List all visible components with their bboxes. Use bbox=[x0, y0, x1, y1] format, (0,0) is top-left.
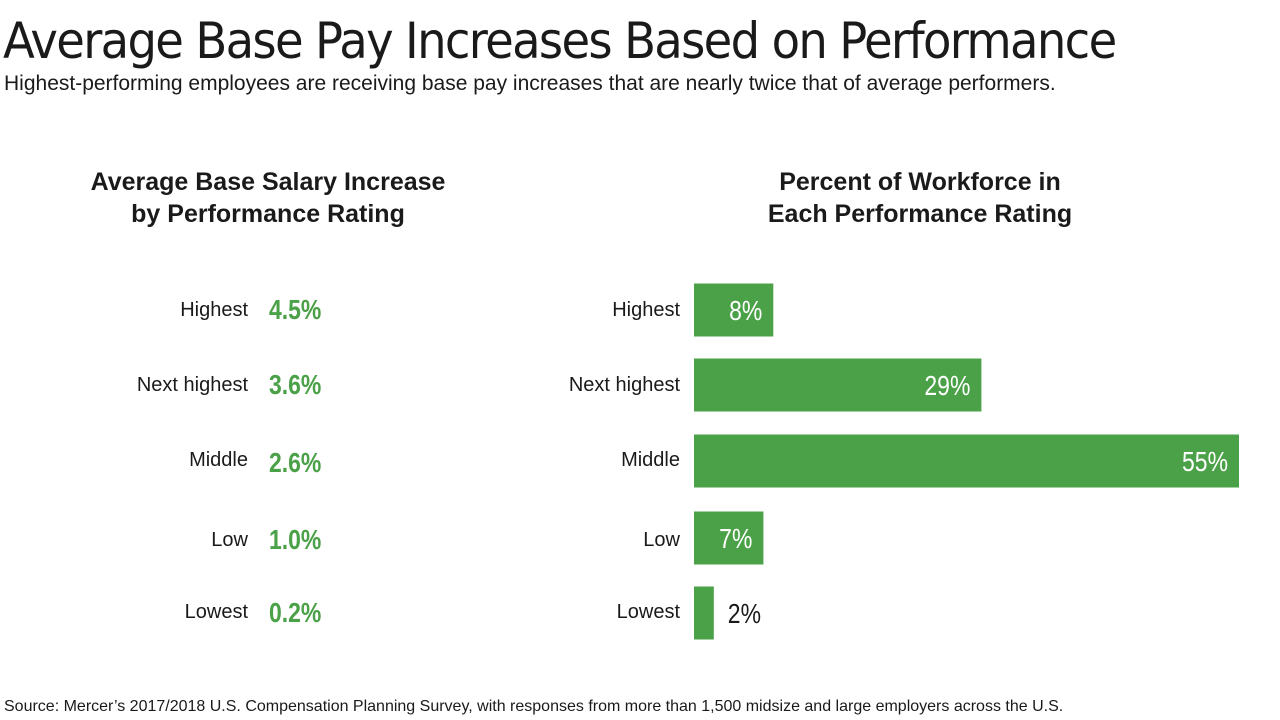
salary-category-label-middle: Middle bbox=[189, 449, 248, 471]
workforce-category-label-low: Low bbox=[643, 529, 680, 551]
salary-increase-value-highest: 4.5% bbox=[269, 294, 322, 325]
salary-increase-value-lowest: 0.2% bbox=[269, 597, 322, 628]
salary-increase-panel-title: Average Base Salary Increase by Performa… bbox=[40, 166, 496, 230]
workforce-bar-middle bbox=[694, 434, 1239, 488]
workforce-panel-title: Percent of Workforce in Each Performance… bbox=[700, 166, 1140, 230]
workforce-bar-next-highest bbox=[694, 358, 982, 412]
workforce-category-label-middle: Middle bbox=[621, 449, 680, 471]
workforce-bar-low bbox=[694, 511, 764, 565]
workforce-bar-label-low: 7% bbox=[719, 524, 752, 555]
salary-increase-value-low: 1.0% bbox=[269, 524, 322, 555]
salary-increase-title-line-1: Average Base Salary Increase bbox=[90, 168, 446, 196]
workforce-bar-label-next-highest: 29% bbox=[924, 371, 970, 402]
salary-increase-value-next-highest: 3.6% bbox=[269, 369, 322, 400]
chart-title: Average Base Pay Increases Based on Perf… bbox=[3, 12, 1117, 70]
salary-category-label-next-highest: Next highest bbox=[136, 374, 248, 396]
chart-subtitle: Highest-performing employees are receivi… bbox=[4, 72, 1056, 95]
salary-category-label-lowest: Lowest bbox=[184, 601, 248, 623]
workforce-bar-label-highest: 8% bbox=[729, 296, 762, 327]
workforce-bar-highest bbox=[694, 283, 774, 337]
salary-category-label-low: Low bbox=[211, 529, 248, 551]
source-note: Source: Mercer’s 2017/2018 U.S. Compensa… bbox=[4, 698, 1064, 715]
workforce-category-label-highest: Highest bbox=[612, 299, 680, 321]
workforce-category-label-lowest: Lowest bbox=[616, 601, 680, 623]
workforce-title-line-1: Percent of Workforce in bbox=[779, 168, 1061, 196]
workforce-bar-label-middle: 55% bbox=[1182, 447, 1228, 478]
salary-increase-value-middle: 2.6% bbox=[269, 447, 322, 478]
salary-category-label-highest: Highest bbox=[180, 299, 248, 321]
workforce-bar-lowest bbox=[694, 586, 714, 640]
salary-increase-title-line-2: by Performance Rating bbox=[131, 200, 405, 228]
workforce-bar-label-lowest: 2% bbox=[728, 599, 761, 630]
workforce-title-line-2: Each Performance Rating bbox=[767, 200, 1073, 228]
workforce-category-label-next-highest: Next highest bbox=[568, 374, 680, 396]
